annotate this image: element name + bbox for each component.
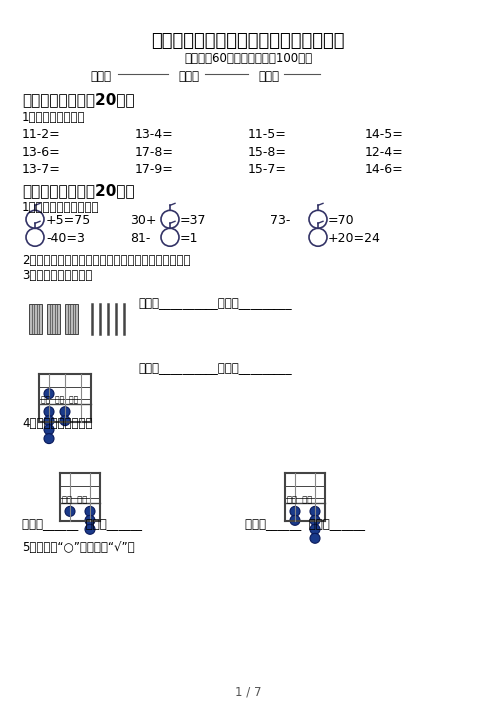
Text: 4、写一写，读一读。: 4、写一写，读一读。: [22, 417, 92, 430]
Text: +20=24: +20=24: [328, 232, 381, 245]
Text: -40=3: -40=3: [46, 232, 85, 245]
Bar: [29, 304, 42, 334]
Text: 15-7=: 15-7=: [248, 164, 287, 176]
Text: 13-7=: 13-7=: [22, 164, 61, 176]
Circle shape: [310, 534, 320, 543]
Circle shape: [65, 506, 75, 517]
Bar: [60, 486, 100, 498]
Text: =37: =37: [180, 214, 206, 227]
Text: +5=75: +5=75: [46, 214, 91, 227]
Text: 写作：______  读作：______: 写作：______ 读作：______: [22, 518, 142, 531]
Text: 2、用两个同样的正方形可以拼成一个（　　　　）。: 2、用两个同样的正方形可以拼成一个（ ）。: [22, 254, 190, 267]
Text: （时间：60分钟　　分数：100分）: （时间：60分钟 分数：100分）: [184, 52, 312, 65]
Circle shape: [290, 506, 300, 517]
Text: 14-6=: 14-6=: [365, 164, 404, 176]
Circle shape: [44, 416, 54, 425]
Bar: [47, 304, 60, 334]
Text: 十位  个位: 十位 个位: [287, 496, 312, 505]
Text: 1 / 7: 1 / 7: [235, 686, 261, 698]
Text: 13-6=: 13-6=: [22, 145, 61, 159]
Text: 15-8=: 15-8=: [248, 145, 287, 159]
Text: =1: =1: [180, 232, 198, 245]
Circle shape: [290, 515, 300, 525]
Circle shape: [85, 515, 95, 525]
Text: 班级：: 班级：: [90, 69, 111, 83]
Circle shape: [85, 506, 95, 517]
Text: 30+: 30+: [130, 214, 157, 227]
Circle shape: [44, 434, 54, 444]
Text: 分数：: 分数：: [258, 69, 279, 83]
Text: 17-9=: 17-9=: [135, 164, 174, 176]
Text: 5、轻的画“○”，重的画“√”。: 5、轻的画“○”，重的画“√”。: [22, 541, 134, 555]
Text: 1、在里填上合适的数。: 1、在里填上合适的数。: [22, 201, 100, 214]
Circle shape: [44, 406, 54, 417]
Circle shape: [60, 406, 70, 417]
Text: 读作：__________写作：_________: 读作：__________写作：_________: [138, 297, 292, 310]
Text: 14-5=: 14-5=: [365, 128, 404, 140]
Text: 百位  十位  个位: 百位 十位 个位: [41, 396, 78, 405]
Text: 一、计算小能手（20分）: 一、计算小能手（20分）: [22, 92, 134, 107]
Circle shape: [310, 515, 320, 525]
Circle shape: [60, 416, 70, 425]
Bar: [39, 387, 91, 399]
Circle shape: [44, 425, 54, 435]
Bar: [285, 486, 325, 498]
Text: 3、我会读，我会写。: 3、我会读，我会写。: [22, 269, 92, 282]
Text: 读作：__________写作：_________: 读作：__________写作：_________: [138, 362, 292, 375]
Text: 11-2=: 11-2=: [22, 128, 61, 140]
Text: 17-8=: 17-8=: [135, 145, 174, 159]
Text: =70: =70: [328, 214, 355, 227]
Circle shape: [310, 506, 320, 517]
Text: 73-: 73-: [270, 214, 290, 227]
Text: 青岛版一年级数学下册期末测试卷加答案: 青岛版一年级数学下册期末测试卷加答案: [151, 32, 345, 50]
Text: 二、填空题。（內20分）: 二、填空题。（內20分）: [22, 183, 134, 199]
Circle shape: [44, 389, 54, 399]
Text: 13-4=: 13-4=: [135, 128, 174, 140]
Text: 姓名：: 姓名：: [178, 69, 199, 83]
Circle shape: [310, 524, 320, 534]
Text: 12-4=: 12-4=: [365, 145, 404, 159]
Bar: [65, 304, 78, 334]
Text: 81-: 81-: [130, 232, 150, 245]
Text: 写作：______  读作：______: 写作：______ 读作：______: [245, 518, 365, 531]
Text: 十位  个位: 十位 个位: [62, 496, 87, 505]
Text: 1、直接写出得数。: 1、直接写出得数。: [22, 111, 85, 124]
Text: 11-5=: 11-5=: [248, 128, 287, 140]
Circle shape: [85, 524, 95, 534]
